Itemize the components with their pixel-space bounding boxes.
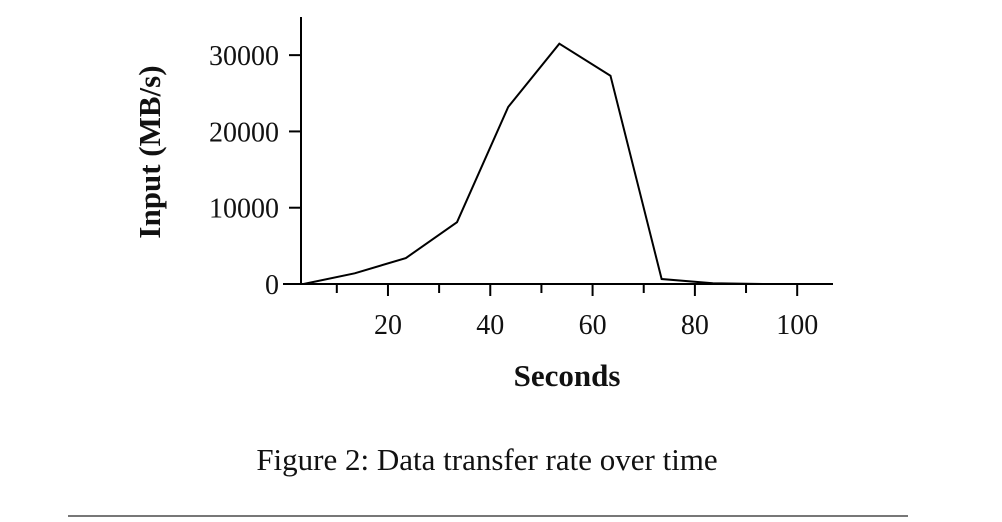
y-tick-label: 30000 <box>209 41 279 72</box>
y-tick-label: 20000 <box>209 117 279 148</box>
x-axis-label: Seconds <box>514 358 621 393</box>
caption: Figure 2: Data transfer rate over time <box>256 442 717 477</box>
x-tick-label: 100 <box>776 310 818 341</box>
y-tick-label: 0 <box>265 270 279 301</box>
y-axis-label: Input (MB/s) <box>132 65 167 238</box>
x-tick-label: 40 <box>476 310 504 341</box>
x-tick-label: 80 <box>681 310 709 341</box>
line <box>303 42 816 285</box>
y-tick-label: 10000 <box>209 194 279 225</box>
x-tick-label: 60 <box>579 310 607 341</box>
x-tick-label: 20 <box>374 310 402 341</box>
